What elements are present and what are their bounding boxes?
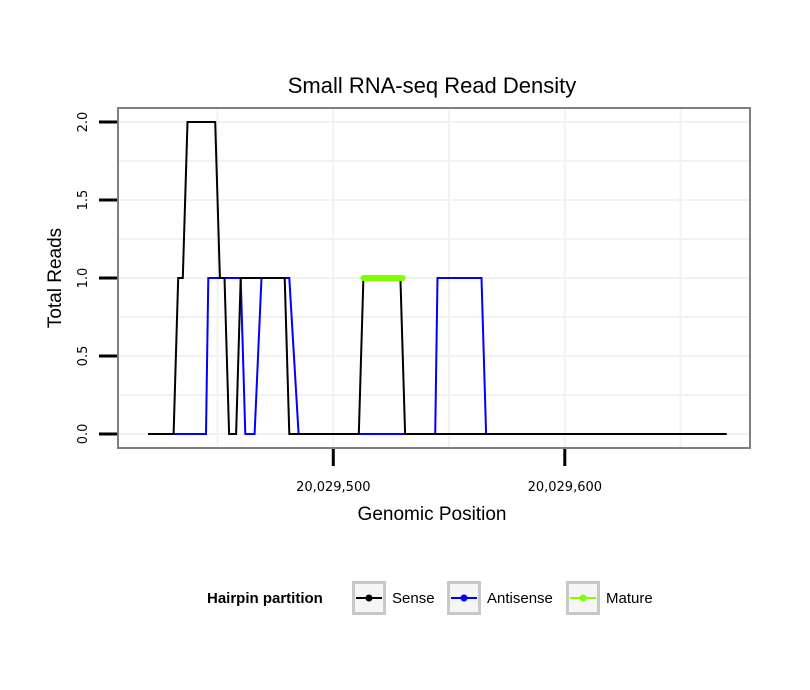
y-tick-label: 0.0	[76, 424, 91, 445]
y-tick-label: 2.0	[76, 112, 91, 133]
series-line-sense	[148, 121, 727, 435]
chart-title: Small RNA-seq Read Density	[288, 73, 577, 98]
legend-key-point	[460, 594, 468, 602]
y-tick-label: 1.5	[76, 190, 91, 211]
y-axis: 0.0 0.5 1.0 1.5 2.0	[76, 112, 117, 445]
legend: Sense Antisense Mature	[352, 581, 653, 615]
x-axis-title: Genomic Position	[358, 504, 507, 525]
series-layer	[148, 121, 727, 435]
x-tick-label: 20,029,600	[528, 480, 602, 495]
legend-label-antisense: Antisense	[487, 590, 553, 607]
y-tick-label: 0.5	[76, 346, 91, 367]
legend-key-point	[365, 594, 373, 602]
y-tick-label: 1.0	[76, 268, 91, 289]
x-axis: 20,029,500 20,029,600	[296, 449, 602, 495]
legend-label-mature: Mature	[606, 590, 653, 607]
x-tick-label: 20,029,500	[296, 480, 370, 495]
plot-panel-border	[117, 107, 751, 449]
legend-key-point	[579, 594, 587, 602]
series-line-antisense	[148, 277, 488, 435]
legend-label-sense: Sense	[392, 590, 435, 607]
legend-title: Hairpin partition	[207, 590, 323, 607]
y-axis-title: Total Reads	[45, 228, 66, 328]
